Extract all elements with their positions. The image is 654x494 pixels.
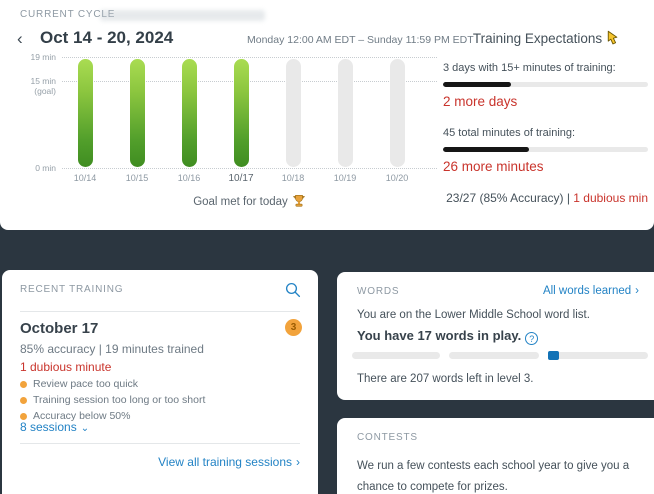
bar-10-20 bbox=[390, 59, 405, 167]
xtick-10-17-today: 10/17 bbox=[228, 173, 254, 184]
previous-cycle-button[interactable]: ‹ bbox=[17, 29, 23, 48]
ytick-15min: 15 min bbox=[30, 76, 56, 86]
xtick-10-19: 10/19 bbox=[333, 173, 357, 183]
expectation-minutes-remaining: 26 more minutes bbox=[443, 159, 544, 174]
expectation-minutes-progressbar bbox=[443, 147, 648, 152]
ytick-goal: (goal) bbox=[34, 86, 56, 96]
chevron-down-icon: ⌄ bbox=[80, 423, 90, 434]
expectation-days: 3 days with 15+ minutes of training: 2 m… bbox=[443, 62, 648, 109]
words-card: WORDS All words learned › You are on the … bbox=[337, 272, 654, 400]
goal-met-message: Goal met for today bbox=[62, 194, 437, 211]
divider bbox=[20, 311, 300, 312]
expectation-minutes-progress-fill bbox=[443, 147, 530, 152]
level-3-progress-marker bbox=[548, 351, 559, 360]
expectation-minutes: 45 total minutes of training: 26 more mi… bbox=[443, 127, 648, 174]
training-expectations-title: Training Expectations bbox=[440, 30, 654, 49]
word-level-progressbar bbox=[352, 351, 648, 360]
training-day-stats: 85% accuracy | 19 minutes trained bbox=[20, 342, 204, 356]
bar-10-19 bbox=[338, 59, 353, 167]
words-in-play-text: You have 17 words in play.? bbox=[357, 328, 539, 345]
gridline-15min-goal bbox=[62, 81, 437, 82]
bar-10-16 bbox=[182, 59, 197, 167]
divider bbox=[20, 443, 300, 444]
words-label: WORDS bbox=[357, 286, 400, 297]
training-day-heading: October 17 bbox=[20, 320, 99, 337]
dubious-min-text: 1 dubious min bbox=[573, 191, 648, 205]
orange-dot-icon bbox=[20, 412, 27, 420]
xtick-10-14: 10/14 bbox=[73, 173, 97, 183]
cycle-time-range: Monday 12:00 AM EDT – Sunday 11:59 PM ED… bbox=[247, 34, 474, 46]
flag-item: Accuracy below 50% bbox=[20, 410, 205, 422]
bar-10-17 bbox=[234, 59, 249, 167]
flag-item: Review pace too quick bbox=[20, 378, 205, 390]
xtick-10-18: 10/18 bbox=[281, 173, 305, 183]
ytick-19min: 19 min bbox=[30, 52, 56, 62]
orange-dot-icon bbox=[20, 380, 27, 388]
chevron-right-icon: › bbox=[296, 455, 300, 469]
ytick-0min: 0 min bbox=[35, 163, 56, 173]
help-icon[interactable]: ? bbox=[525, 332, 539, 345]
bar-10-18 bbox=[286, 59, 301, 167]
current-cycle-label: CURRENT CYCLE bbox=[20, 9, 116, 20]
gridline-0min bbox=[62, 168, 437, 169]
flag-item: Training session too long or too short bbox=[20, 394, 205, 406]
flag-count-badge[interactable]: 3 bbox=[285, 319, 302, 336]
level-3-segment bbox=[548, 351, 648, 360]
level-1-segment bbox=[352, 352, 440, 359]
bar-10-15 bbox=[130, 59, 145, 167]
word-list-text: You are on the Lower Middle School word … bbox=[357, 309, 590, 321]
xtick-10-20: 10/20 bbox=[385, 173, 409, 183]
expectation-minutes-label: 45 total minutes of training: bbox=[443, 127, 576, 139]
dubious-minute-text: 1 dubious minute bbox=[20, 360, 112, 374]
expectation-days-progressbar bbox=[443, 82, 648, 87]
xtick-10-16: 10/16 bbox=[177, 173, 201, 183]
bar-10-14 bbox=[78, 59, 93, 167]
expectation-days-progress-fill bbox=[443, 82, 511, 87]
pointer-hand-icon bbox=[606, 30, 621, 49]
xtick-10-15: 10/15 bbox=[125, 173, 149, 183]
search-icon[interactable] bbox=[284, 281, 302, 304]
sessions-expander[interactable]: 8 sessions ⌄ bbox=[20, 420, 90, 434]
training-flags-list: Review pace too quick Training session t… bbox=[20, 378, 205, 426]
all-words-learned-link[interactable]: All words learned › bbox=[542, 285, 639, 297]
current-cycle-panel: CURRENT CYCLE ‹ Oct 14 - 20, 2024 Monday… bbox=[0, 0, 654, 230]
chevron-right-icon: › bbox=[635, 285, 639, 297]
level-2-segment bbox=[449, 352, 539, 359]
orange-dot-icon bbox=[20, 396, 27, 404]
view-all-training-sessions-link[interactable]: View all training sessions › bbox=[158, 455, 300, 469]
gridline-19min bbox=[62, 57, 437, 58]
accuracy-summary: 23/27 (85% Accuracy) | 1 dubious min bbox=[410, 191, 648, 205]
recent-training-label: RECENT TRAINING bbox=[20, 284, 124, 295]
contests-card: CONTESTS We run a few contests each scho… bbox=[337, 418, 654, 494]
redacted-student-name bbox=[100, 10, 265, 21]
recent-training-card: RECENT TRAINING October 17 3 85% accurac… bbox=[2, 270, 318, 494]
cycle-title: Oct 14 - 20, 2024 bbox=[40, 28, 174, 47]
accuracy-text: 23/27 (85% Accuracy) | bbox=[446, 191, 574, 205]
contests-label: CONTESTS bbox=[357, 432, 418, 443]
contests-description: We run a few contests each school year t… bbox=[357, 460, 630, 493]
words-left-text: There are 207 words left in level 3. bbox=[357, 373, 534, 385]
expectation-days-label: 3 days with 15+ minutes of training: bbox=[443, 62, 616, 74]
expectation-days-remaining: 2 more days bbox=[443, 94, 518, 109]
trophy-icon bbox=[292, 194, 306, 211]
